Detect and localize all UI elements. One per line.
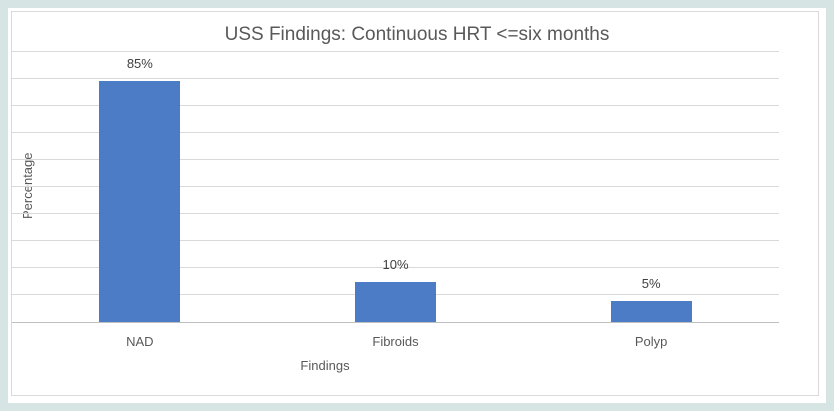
- data-label-nad: 85%: [126, 55, 153, 71]
- gridline: [12, 213, 779, 214]
- x-axis-label-fibroids: Fibroids: [372, 334, 419, 349]
- gridline: [12, 132, 779, 133]
- chart-title: USS Findings: Continuous HRT <=six month…: [224, 24, 610, 45]
- gridline: [12, 267, 779, 268]
- gridline: [12, 240, 779, 241]
- x-axis-label-polyp: Polyp: [634, 334, 668, 349]
- data-label-fibroids: 10%: [382, 257, 409, 273]
- gridline: [12, 51, 779, 52]
- bar-polyp: [610, 300, 692, 322]
- gridline: [12, 78, 779, 79]
- bar-fibroids: [355, 282, 436, 322]
- gridline: [12, 186, 779, 187]
- data-label-polyp: 5%: [641, 275, 661, 291]
- gridline: [12, 105, 779, 106]
- x-axis-label-nad: NAD: [126, 334, 154, 349]
- gridline: [12, 159, 779, 160]
- plot-area: 85% 10% 5%: [12, 51, 779, 323]
- x-axis-line: [12, 321, 779, 323]
- x-axis-title: Findings: [300, 358, 350, 373]
- bar-nad: [99, 80, 181, 322]
- chart-area: USS Findings: Continuous HRT <=six month…: [8, 8, 826, 403]
